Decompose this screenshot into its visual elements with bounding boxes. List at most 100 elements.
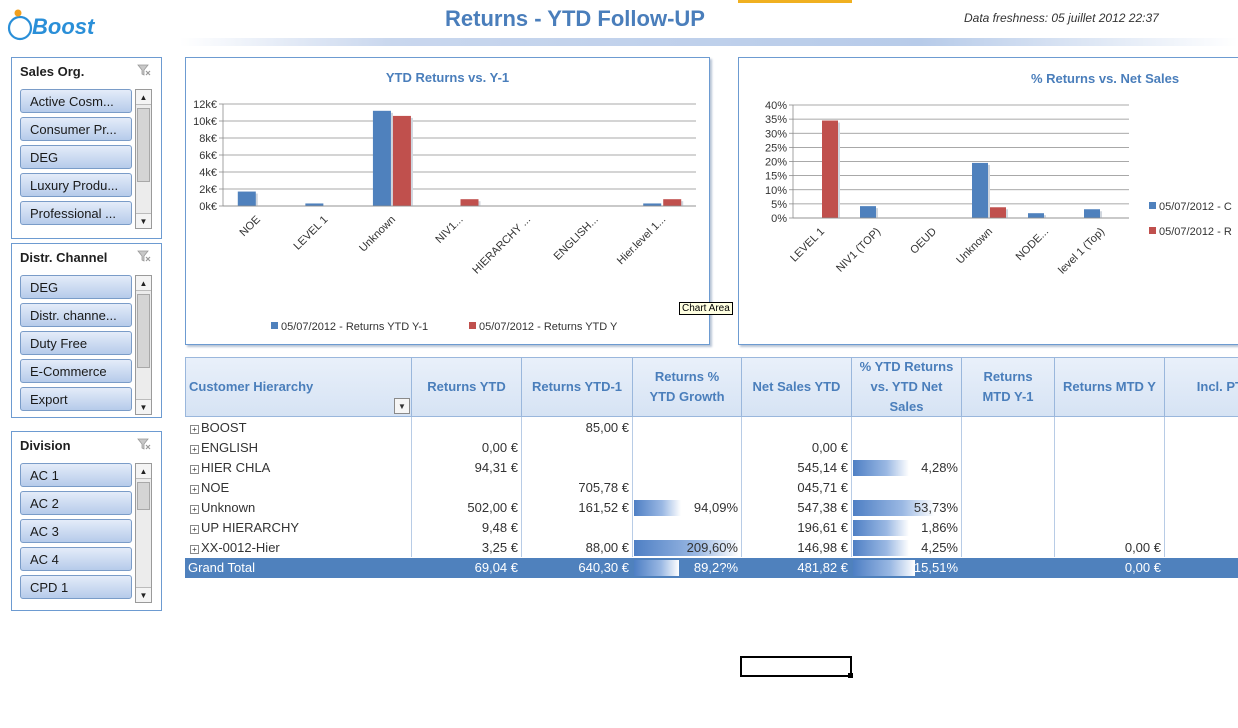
bar-series-1[interactable] — [860, 206, 876, 218]
expand-icon[interactable]: + — [190, 545, 199, 554]
slicer-scrollbar[interactable]: ▲ ▼ — [135, 275, 152, 415]
bar-series-2[interactable] — [460, 199, 479, 206]
table-cell[interactable] — [632, 478, 742, 498]
table-cell[interactable] — [851, 478, 962, 498]
table-cell[interactable] — [1054, 438, 1165, 458]
table-cell[interactable] — [1054, 498, 1165, 518]
table-cell[interactable]: 89,2?% — [693, 560, 738, 575]
table-cell[interactable]: 0,00 € — [811, 440, 848, 455]
bar-series-2[interactable] — [822, 120, 838, 218]
table-cell[interactable] — [961, 458, 1055, 478]
slicer-item[interactable]: Distr. channe... — [20, 303, 132, 327]
bar-series-1[interactable] — [305, 203, 324, 206]
slicer-scrollbar[interactable]: ▲ ▼ — [135, 89, 152, 229]
table-cell[interactable]: 85,00 € — [585, 420, 629, 435]
bar-series-2[interactable] — [663, 199, 682, 206]
slicer-item[interactable]: Duty Free — [20, 331, 132, 355]
table-cell[interactable]: 502,00 € — [467, 500, 518, 515]
table-cell[interactable]: 705,78 € — [578, 480, 629, 495]
filter-dropdown-icon[interactable]: ▼ — [394, 398, 410, 414]
table-cell[interactable]: 547,38 € — [797, 500, 848, 515]
table-cell[interactable]: 0,00 € — [481, 440, 518, 455]
header-returns-growth[interactable]: Returns % YTD Growth — [632, 357, 742, 417]
scroll-up-icon[interactable]: ▲ — [136, 276, 151, 291]
header-customer-hierarchy[interactable]: Customer Hierarchy — [185, 357, 412, 417]
slicer-item[interactable]: Professional ... — [20, 201, 132, 225]
cell-selection[interactable] — [740, 656, 852, 677]
table-cell[interactable] — [961, 538, 1055, 558]
table-cell[interactable] — [411, 418, 522, 438]
table-cell[interactable] — [961, 498, 1055, 518]
bar-series-1[interactable] — [1028, 213, 1044, 218]
scroll-thumb[interactable] — [137, 108, 150, 182]
chart-ytd-returns[interactable]: YTD Returns vs. Y-1 0k€ 2k€ 4k€ 6k€ 8k€ 10k€ 1… — [185, 57, 710, 345]
slicer-item[interactable]: Active Cosm... — [20, 89, 132, 113]
table-cell[interactable] — [1054, 458, 1165, 478]
expand-icon[interactable]: + — [190, 445, 199, 454]
slicer-item[interactable]: DEG — [20, 275, 132, 299]
expand-icon[interactable]: + — [190, 465, 199, 474]
scroll-thumb[interactable] — [137, 294, 150, 368]
row-label[interactable]: + NOE — [190, 478, 410, 498]
bar-series-1[interactable] — [643, 203, 662, 206]
row-label[interactable]: + XX-0012-Hier — [190, 538, 410, 558]
table-cell[interactable] — [411, 478, 522, 498]
slicer-item[interactable]: AC 2 — [20, 491, 132, 515]
table-cell[interactable] — [1054, 518, 1165, 538]
table-cell[interactable] — [1164, 538, 1238, 558]
table-cell[interactable]: 15,51% — [913, 560, 958, 575]
table-cell[interactable] — [851, 438, 962, 458]
table-cell[interactable]: 69,04 € — [474, 560, 518, 575]
table-cell[interactable]: 209,60% — [686, 540, 738, 555]
table-cell[interactable] — [1164, 458, 1238, 478]
header-net-sales-ytd[interactable]: Net Sales YTD — [741, 357, 852, 417]
table-cell[interactable]: 9,48 € — [481, 520, 518, 535]
table-cell[interactable] — [1164, 558, 1238, 578]
scroll-down-icon[interactable]: ▼ — [136, 587, 151, 602]
slicer-item[interactable]: Luxury Produ... — [20, 173, 132, 197]
table-cell[interactable] — [521, 438, 633, 458]
scroll-up-icon[interactable]: ▲ — [136, 90, 151, 105]
row-label[interactable]: + HIER CHLA — [190, 458, 410, 478]
row-label[interactable]: + BOOST — [190, 418, 410, 438]
table-cell[interactable] — [741, 418, 852, 438]
table-cell[interactable] — [851, 418, 962, 438]
table-cell[interactable]: 1,86% — [921, 520, 958, 535]
table-cell[interactable]: 88,00 € — [585, 540, 629, 555]
table-cell[interactable]: 0,00 € — [1124, 540, 1161, 555]
header-pct-returns[interactable]: % YTD Returns vs. YTD Net Sales — [851, 357, 962, 417]
table-cell[interactable] — [961, 438, 1055, 458]
slicer-item[interactable]: AC 1 — [20, 463, 132, 487]
header-incl-pt[interactable]: Incl. PT — [1164, 357, 1238, 417]
scroll-thumb[interactable] — [137, 482, 150, 510]
table-cell[interactable]: 545,14 € — [797, 460, 848, 475]
expand-icon[interactable]: + — [190, 425, 199, 434]
table-cell[interactable] — [961, 478, 1055, 498]
clear-filter-icon[interactable] — [137, 437, 151, 451]
table-cell[interactable] — [961, 558, 1055, 578]
table-cell[interactable] — [1164, 478, 1238, 498]
table-cell[interactable]: 4,28% — [921, 460, 958, 475]
table-cell[interactable] — [632, 518, 742, 538]
table-cell[interactable]: 4,25% — [921, 540, 958, 555]
table-cell[interactable] — [521, 458, 633, 478]
table-cell[interactable] — [632, 418, 742, 438]
expand-icon[interactable]: + — [190, 505, 199, 514]
header-returns-ytd-1[interactable]: Returns YTD-1 — [521, 357, 633, 417]
bar-series-2[interactable] — [990, 207, 1006, 218]
bar-series-2[interactable] — [392, 115, 411, 206]
table-cell[interactable]: 161,52 € — [578, 500, 629, 515]
bar-series-1[interactable] — [1084, 209, 1100, 218]
header-returns-mtd-y-1[interactable]: Returns MTD Y-1 — [961, 357, 1055, 417]
table-cell[interactable] — [632, 438, 742, 458]
table-cell[interactable] — [1164, 518, 1238, 538]
row-label[interactable]: + UP HIERARCHY — [190, 518, 410, 538]
table-cell[interactable] — [632, 458, 742, 478]
slicer-item[interactable]: E-Commerce — [20, 359, 132, 383]
header-returns-mtd-y[interactable]: Returns MTD Y — [1054, 357, 1165, 417]
table-cell[interactable]: 640,30 € — [578, 560, 629, 575]
row-label[interactable]: + Unknown — [190, 498, 410, 518]
chart-returns-pct[interactable]: % Returns vs. Net Sales 0% 5% 10% 15% 20% 25%… — [738, 57, 1238, 345]
row-label[interactable]: + ENGLISH — [190, 438, 410, 458]
table-cell[interactable]: 196,61 € — [797, 520, 848, 535]
